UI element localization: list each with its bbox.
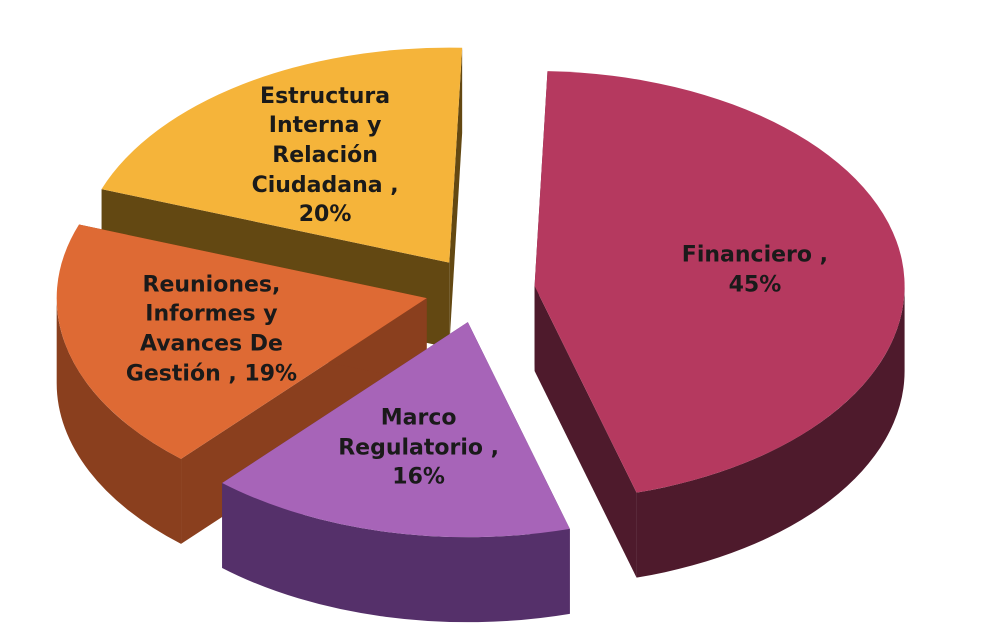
- slice-side: [56, 298, 182, 544]
- slice-wall: [534, 285, 637, 578]
- slice-wall: [449, 47, 463, 348]
- data-label: Estructura Interna y Relación Ciudadana …: [251, 83, 399, 228]
- slice: [101, 47, 463, 263]
- slice-side: [222, 482, 570, 623]
- slice: [56, 224, 427, 459]
- data-label: Reuniones, Informes y Avances De Gestión…: [125, 272, 298, 387]
- slice: [534, 71, 905, 493]
- slice: [222, 322, 570, 538]
- data-label: Financiero , 45%: [681, 242, 829, 298]
- data-label: Marco Regulatorio , 16%: [338, 405, 500, 490]
- slice-side: [636, 285, 905, 578]
